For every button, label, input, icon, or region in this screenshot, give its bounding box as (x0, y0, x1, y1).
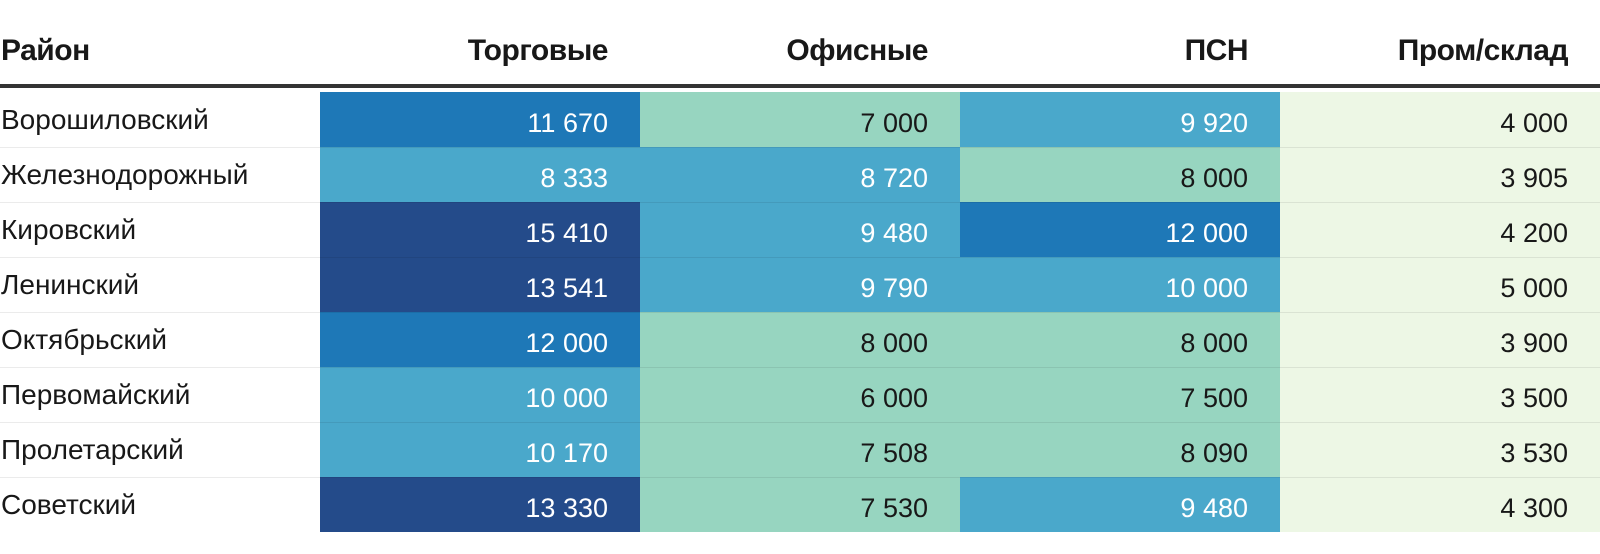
table-row: Пролетарский 10 170 7 508 8 090 3 530 (0, 422, 1600, 477)
value-cell: 9 480 (960, 477, 1280, 532)
value-cell: 15 410 (320, 202, 640, 257)
table-row: Ворошиловский 11 670 7 000 9 920 4 000 (0, 92, 1600, 147)
row-divider (0, 147, 1600, 148)
value-cell: 8 720 (640, 147, 960, 202)
table-row: Кировский 15 410 9 480 12 000 4 200 (0, 202, 1600, 257)
value-cell: 9 920 (960, 92, 1280, 147)
district-name: Железнодорожный (1, 159, 249, 190)
value-cell: 9 480 (640, 202, 960, 257)
table-row: Железнодорожный 8 333 8 720 8 000 3 905 (0, 147, 1600, 202)
header-district: Район (1, 34, 90, 67)
value-cell: 10 000 (960, 257, 1280, 312)
table-row: Октябрьский 12 000 8 000 8 000 3 900 (0, 312, 1600, 367)
value-cell: 8 000 (960, 312, 1280, 367)
value-cell: 8 000 (640, 312, 960, 367)
value-cell: 8 333 (320, 147, 640, 202)
value-cell: 7 500 (960, 367, 1280, 422)
value-cell: 3 900 (1280, 312, 1600, 367)
value-cell: 5 000 (1280, 257, 1600, 312)
value-cell: 4 200 (1280, 202, 1600, 257)
value-cell: 4 300 (1280, 477, 1600, 532)
table-row: Ленинский 13 541 9 790 10 000 5 000 (0, 257, 1600, 312)
value-cell: 12 000 (960, 202, 1280, 257)
district-name: Пролетарский (1, 434, 184, 465)
value-cell: 10 170 (320, 422, 640, 477)
header-retail: Торговые (467, 34, 609, 67)
value-cell: 13 541 (320, 257, 640, 312)
row-divider (0, 257, 1600, 258)
district-name: Ворошиловский (1, 104, 209, 135)
value-cell: 7 530 (640, 477, 960, 532)
value-cell: 8 000 (960, 147, 1280, 202)
row-divider (0, 202, 1600, 203)
value-cell: 3 905 (1280, 147, 1600, 202)
row-divider (0, 312, 1600, 313)
table-row: Советский 13 330 7 530 9 480 4 300 (0, 477, 1600, 532)
row-divider (0, 422, 1600, 423)
value-cell: 8 090 (960, 422, 1280, 477)
value-cell: 4 000 (1280, 92, 1600, 147)
value-cell: 7 508 (640, 422, 960, 477)
district-name: Ленинский (1, 269, 140, 300)
value-cell: 12 000 (320, 312, 640, 367)
value-cell: 13 330 (320, 477, 640, 532)
value-cell: 3 500 (1280, 367, 1600, 422)
value-cell: 10 000 (320, 367, 640, 422)
header-office: Офисные (786, 34, 928, 67)
district-name: Октябрьский (1, 324, 168, 355)
value-cell: 11 670 (320, 92, 640, 147)
district-name: Советский (1, 489, 137, 520)
value-cell: 9 790 (640, 257, 960, 312)
row-divider (0, 367, 1600, 368)
table-row: Первомайский 10 000 6 000 7 500 3 500 (0, 367, 1600, 422)
value-cell: 7 000 (640, 92, 960, 147)
value-cell: 3 530 (1280, 422, 1600, 477)
district-name: Первомайский (1, 379, 191, 410)
row-divider (0, 477, 1600, 478)
header-psn: ПСН (1184, 34, 1249, 67)
header-industrial: Пром/склад (1397, 34, 1569, 67)
district-name: Кировский (1, 214, 137, 245)
table-header: Район Торговые Офисные ПСН Пром/склад (0, 28, 1600, 88)
value-cell: 6 000 (640, 367, 960, 422)
